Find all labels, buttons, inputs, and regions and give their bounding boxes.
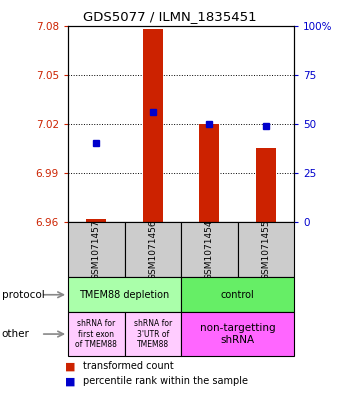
- Text: ■: ■: [65, 376, 75, 386]
- Bar: [181, 312, 294, 356]
- Text: protocol: protocol: [2, 290, 45, 300]
- Bar: [68, 277, 181, 312]
- Text: ■: ■: [65, 361, 75, 371]
- Bar: [124, 312, 181, 356]
- Bar: [68, 312, 124, 356]
- Text: GSM1071456: GSM1071456: [148, 219, 157, 280]
- Bar: [181, 222, 238, 277]
- Bar: [68, 222, 124, 277]
- Text: other: other: [2, 329, 30, 339]
- Bar: [238, 222, 294, 277]
- Text: GDS5077 / ILMN_1835451: GDS5077 / ILMN_1835451: [83, 10, 257, 23]
- Text: transformed count: transformed count: [83, 361, 174, 371]
- Text: GSM1071455: GSM1071455: [261, 219, 270, 280]
- Bar: [200, 124, 219, 222]
- Text: shRNA for
first exon
of TMEM88: shRNA for first exon of TMEM88: [75, 319, 117, 349]
- Bar: [181, 277, 294, 312]
- Text: GSM1071457: GSM1071457: [92, 219, 101, 280]
- Text: percentile rank within the sample: percentile rank within the sample: [83, 376, 248, 386]
- Text: TMEM88 depletion: TMEM88 depletion: [80, 290, 170, 300]
- Bar: [124, 222, 181, 277]
- Bar: [86, 219, 106, 222]
- Bar: [256, 149, 276, 222]
- Bar: [143, 29, 163, 222]
- Text: shRNA for
3'UTR of
TMEM88: shRNA for 3'UTR of TMEM88: [134, 319, 172, 349]
- Text: GSM1071454: GSM1071454: [205, 219, 214, 280]
- Text: non-targetting
shRNA: non-targetting shRNA: [200, 323, 275, 345]
- Text: control: control: [221, 290, 254, 300]
